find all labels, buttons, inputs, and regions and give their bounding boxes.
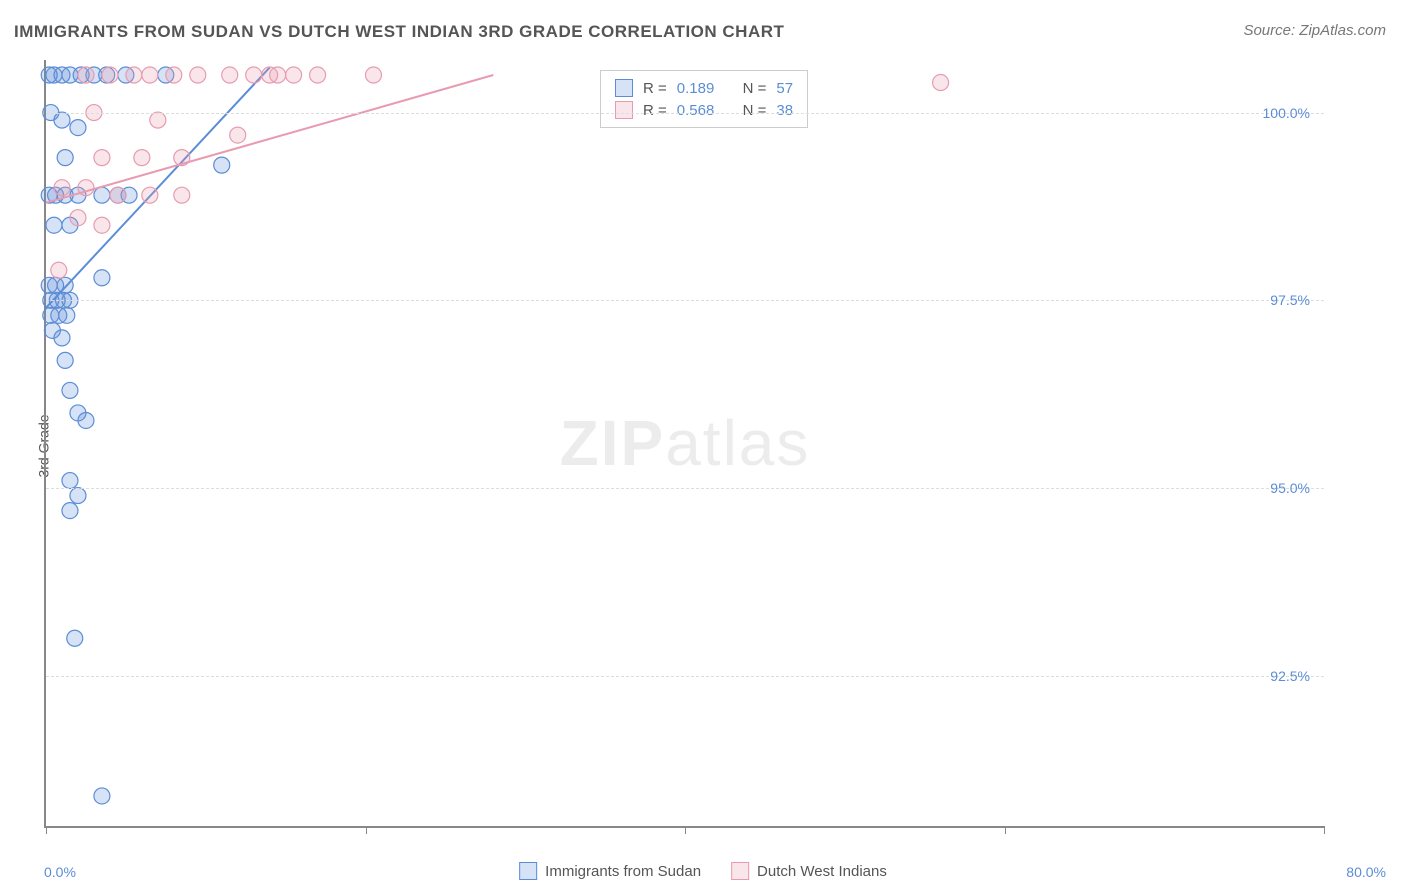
- scatter-point: [62, 382, 78, 398]
- scatter-point: [933, 75, 949, 91]
- scatter-point: [142, 187, 158, 203]
- stat-r-label-0: R =: [643, 80, 667, 97]
- scatter-point: [310, 67, 326, 83]
- plot-area: ZIPatlas R = 0.189 N = 57 R = 0.568 N = …: [44, 60, 1324, 828]
- scatter-point: [94, 270, 110, 286]
- bottom-legend-item-0: Immigrants from Sudan: [519, 862, 701, 880]
- stat-n-label-1: N =: [743, 102, 767, 119]
- swatch-bottom-1: [731, 862, 749, 880]
- scatter-point: [57, 277, 73, 293]
- scatter-point: [54, 330, 70, 346]
- stat-r-value-0: 0.189: [677, 80, 715, 97]
- scatter-point: [59, 307, 75, 323]
- scatter-point: [270, 67, 286, 83]
- y-tick-label: 100.0%: [1263, 105, 1310, 121]
- plot-svg: [46, 60, 1324, 826]
- stat-n-value-0: 57: [776, 80, 793, 97]
- stat-r-label-1: R =: [643, 102, 667, 119]
- scatter-point: [67, 630, 83, 646]
- scatter-point: [94, 788, 110, 804]
- scatter-point: [54, 112, 70, 128]
- scatter-point: [174, 187, 190, 203]
- legend-stats-row-0: R = 0.189 N = 57: [615, 77, 793, 99]
- scatter-point: [62, 473, 78, 489]
- scatter-point: [70, 488, 86, 504]
- scatter-point: [57, 352, 73, 368]
- x-tick: [1005, 826, 1006, 834]
- legend-stats-row-1: R = 0.568 N = 38: [615, 99, 793, 121]
- scatter-point: [110, 187, 126, 203]
- scatter-point: [126, 67, 142, 83]
- y-tick-label: 92.5%: [1270, 668, 1310, 684]
- scatter-point: [54, 180, 70, 196]
- scatter-point: [190, 67, 206, 83]
- swatch-series-1: [615, 101, 633, 119]
- bottom-legend-label-1: Dutch West Indians: [757, 863, 887, 880]
- scatter-point: [246, 67, 262, 83]
- scatter-point: [230, 127, 246, 143]
- scatter-point: [94, 150, 110, 166]
- scatter-point: [365, 67, 381, 83]
- scatter-point: [142, 67, 158, 83]
- scatter-point: [222, 67, 238, 83]
- gridline-h: [46, 300, 1324, 301]
- x-tick-label-min: 0.0%: [44, 864, 76, 880]
- scatter-point: [78, 412, 94, 428]
- scatter-point: [46, 217, 62, 233]
- stat-r-value-1: 0.568: [677, 102, 715, 119]
- scatter-point: [102, 67, 118, 83]
- bottom-legend-label-0: Immigrants from Sudan: [545, 863, 701, 880]
- scatter-point: [94, 187, 110, 203]
- chart-title: IMMIGRANTS FROM SUDAN VS DUTCH WEST INDI…: [14, 22, 784, 42]
- gridline-h: [46, 113, 1324, 114]
- x-tick: [685, 826, 686, 834]
- gridline-h: [46, 676, 1324, 677]
- x-tick: [366, 826, 367, 834]
- y-tick-label: 97.5%: [1270, 292, 1310, 308]
- x-tick-label-max: 80.0%: [1346, 864, 1386, 880]
- legend-stats-box: R = 0.189 N = 57 R = 0.568 N = 38: [600, 70, 808, 128]
- swatch-bottom-0: [519, 862, 537, 880]
- scatter-point: [62, 503, 78, 519]
- stat-n-value-1: 38: [776, 102, 793, 119]
- stat-n-label-0: N =: [743, 80, 767, 97]
- scatter-point: [134, 150, 150, 166]
- trend-line: [46, 75, 493, 203]
- scatter-point: [214, 157, 230, 173]
- scatter-point: [286, 67, 302, 83]
- x-tick: [46, 826, 47, 834]
- scatter-point: [78, 67, 94, 83]
- source-link[interactable]: Source: ZipAtlas.com: [1243, 22, 1386, 39]
- scatter-point: [51, 262, 67, 278]
- x-tick: [1324, 826, 1325, 834]
- swatch-series-0: [615, 79, 633, 97]
- bottom-legend: Immigrants from Sudan Dutch West Indians: [519, 862, 887, 880]
- scatter-point: [94, 217, 110, 233]
- scatter-point: [70, 120, 86, 136]
- y-tick-label: 95.0%: [1270, 480, 1310, 496]
- gridline-h: [46, 488, 1324, 489]
- scatter-point: [57, 150, 73, 166]
- bottom-legend-item-1: Dutch West Indians: [731, 862, 887, 880]
- scatter-point: [150, 112, 166, 128]
- scatter-point: [166, 67, 182, 83]
- scatter-point: [70, 210, 86, 226]
